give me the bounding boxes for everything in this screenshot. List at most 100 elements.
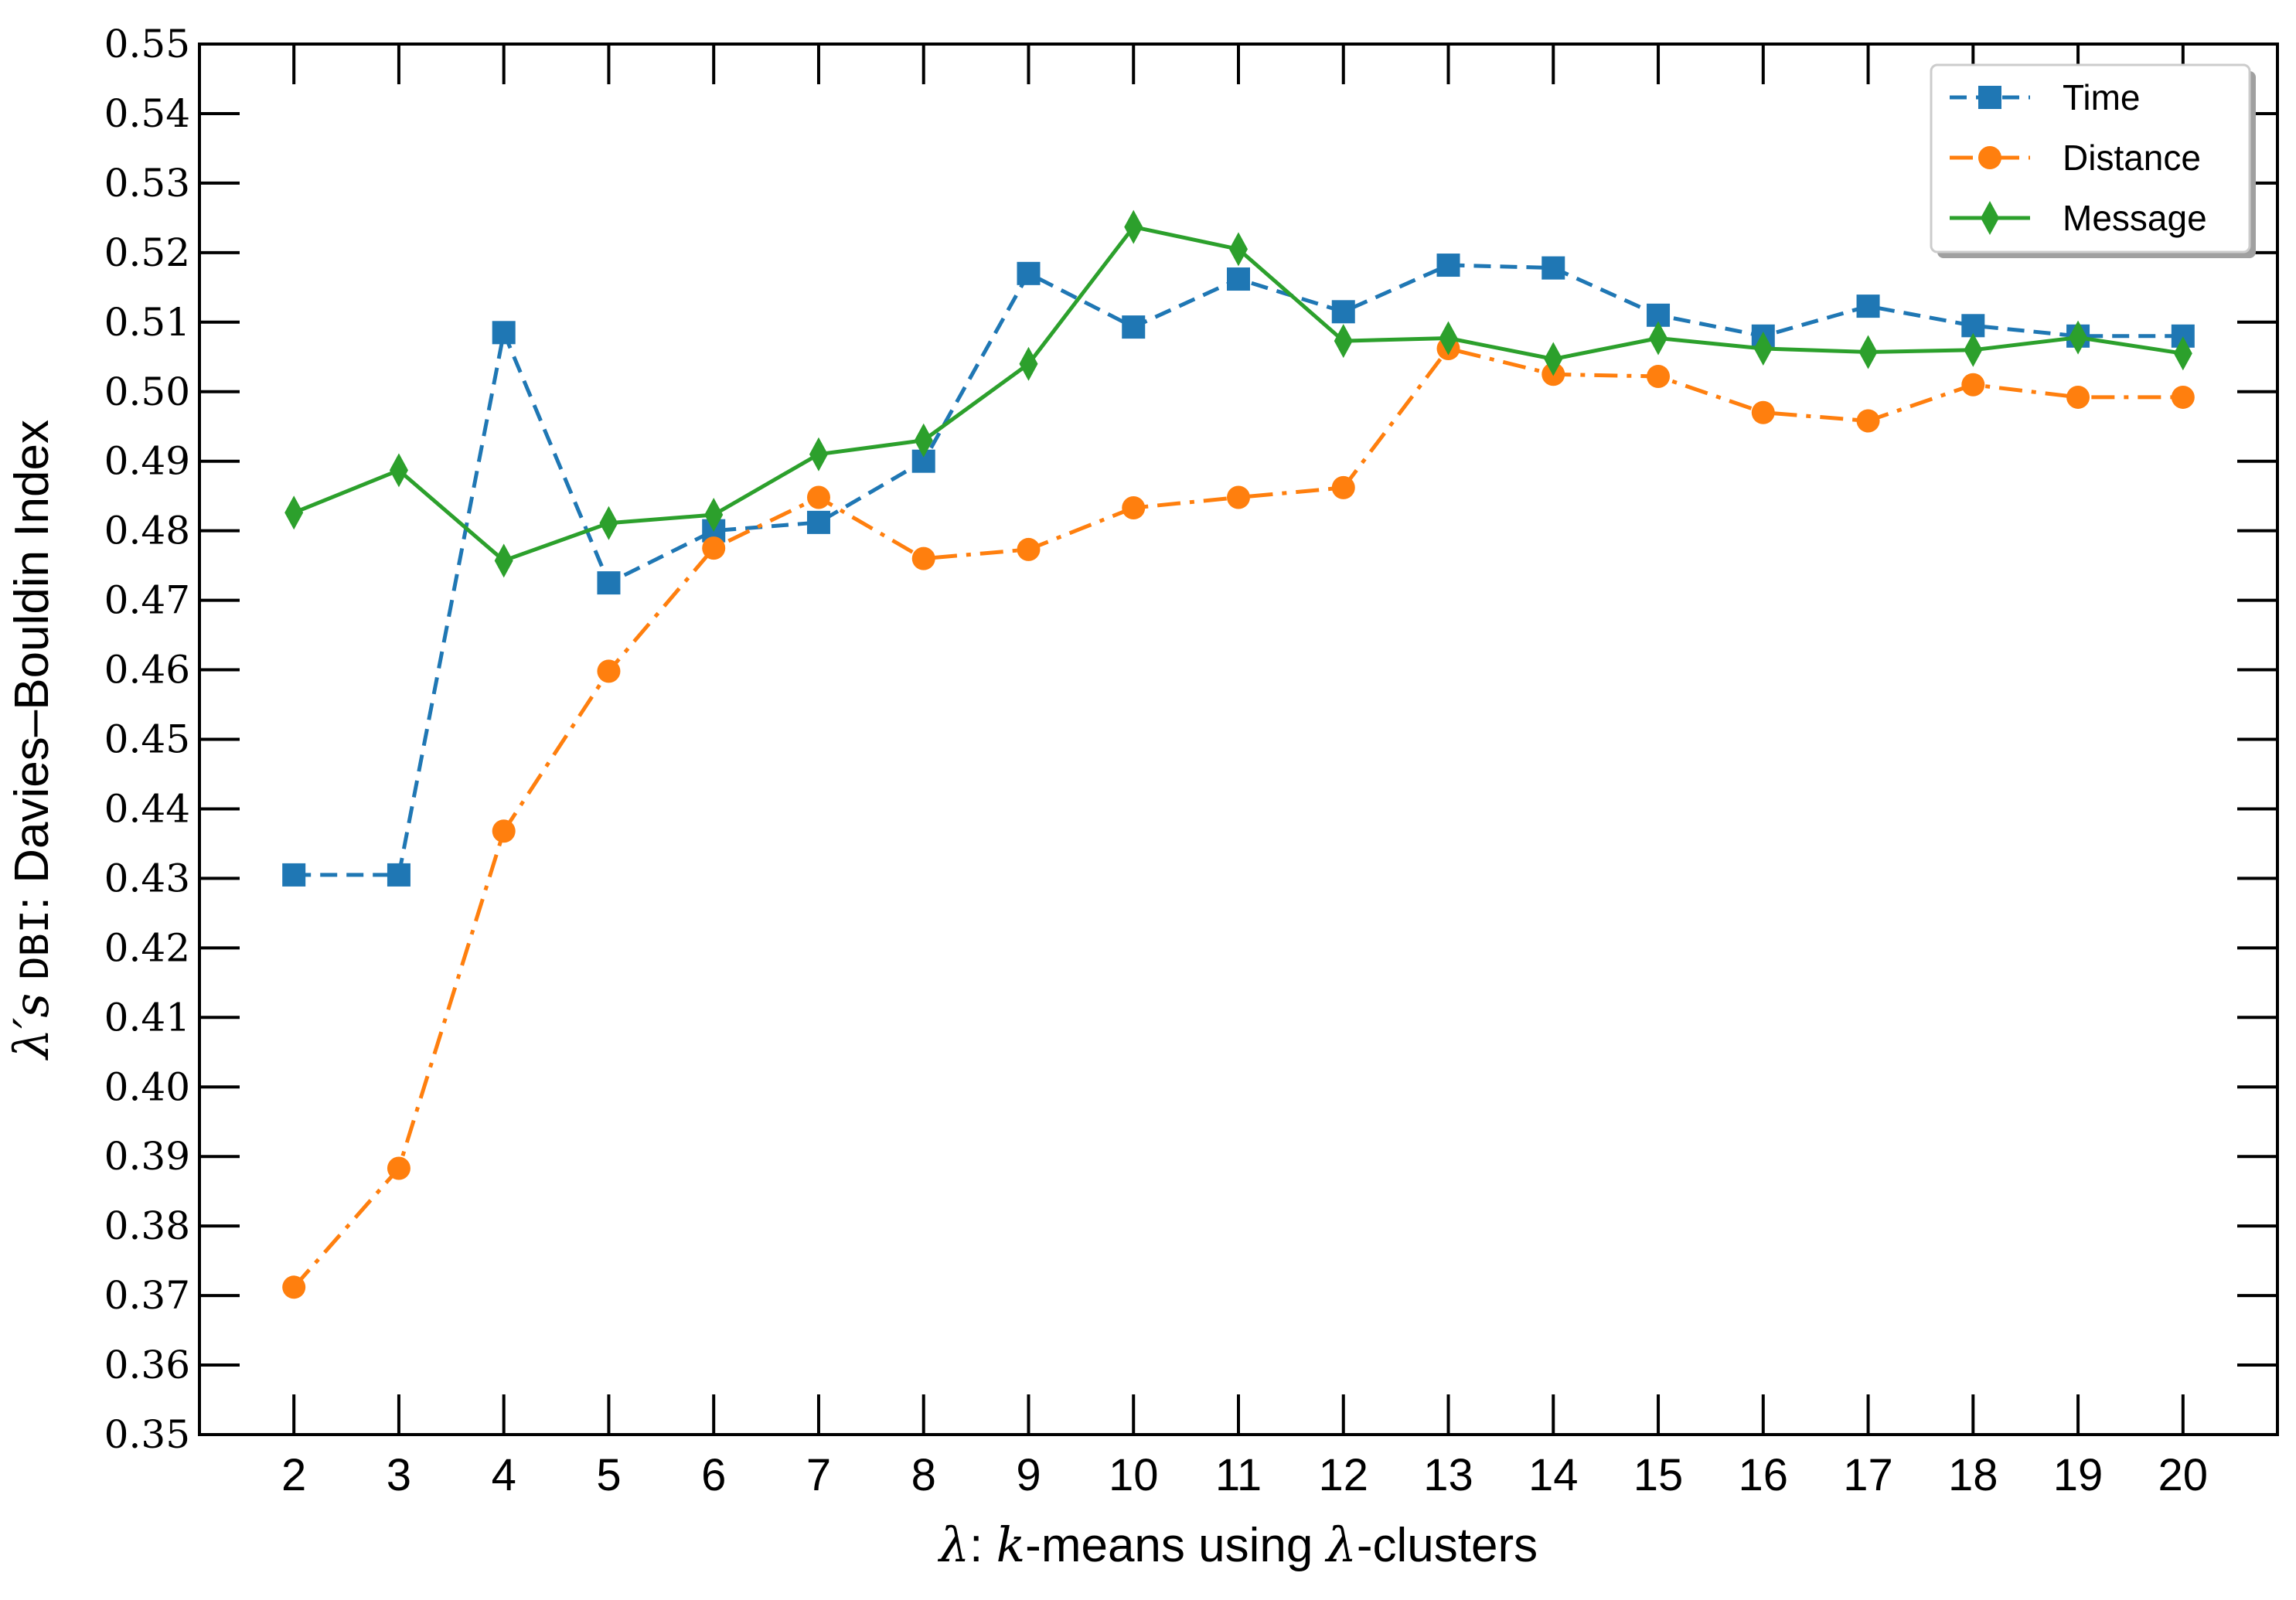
y-tick-label: 0.37 xyxy=(104,1273,190,1318)
y-tick-label: 0.40 xyxy=(104,1064,190,1109)
data-point-message xyxy=(599,506,618,540)
x-tick-label: 16 xyxy=(1739,1450,1789,1500)
legend-label-distance: Distance xyxy=(2063,138,2201,178)
x-tick-label: 14 xyxy=(1528,1450,1579,1500)
data-point-time xyxy=(1436,254,1460,277)
y-tick-label: 0.53 xyxy=(104,161,190,206)
data-point-distance xyxy=(1856,409,1880,433)
data-point-distance xyxy=(2171,385,2195,409)
data-point-distance xyxy=(1647,364,1671,388)
data-point-distance xyxy=(1227,485,1250,509)
x-tick-label: 12 xyxy=(1318,1450,1368,1500)
x-axis-label: λ: k-means using λ-clusters xyxy=(937,1517,1538,1573)
data-point-message xyxy=(494,543,513,578)
data-point-message xyxy=(2173,336,2192,371)
data-point-distance xyxy=(282,1275,306,1299)
x-tick-label: 17 xyxy=(1843,1450,1893,1500)
data-point-distance xyxy=(911,546,935,570)
data-point-message xyxy=(1124,209,1143,244)
y-tick-label: 0.47 xyxy=(104,578,190,623)
y-tick-label: 0.49 xyxy=(104,439,190,484)
data-point-distance xyxy=(702,536,726,560)
x-tick-label: 6 xyxy=(701,1450,726,1500)
y-tick-label: 0.51 xyxy=(104,300,190,345)
x-tick-label: 19 xyxy=(2053,1450,2104,1500)
data-point-time xyxy=(806,510,830,534)
data-point-message xyxy=(2069,320,2088,355)
data-point-distance xyxy=(1331,475,1355,499)
y-tick-label: 0.45 xyxy=(104,717,190,762)
data-point-time xyxy=(492,321,516,345)
y-tick-label: 0.48 xyxy=(104,509,190,553)
data-point-time xyxy=(1856,294,1880,318)
data-point-distance xyxy=(806,485,830,509)
y-axis-label: λ′s DBI: Davies–Bouldin Index xyxy=(3,420,60,1061)
data-point-message xyxy=(809,437,828,471)
data-point-distance xyxy=(2066,385,2090,409)
data-point-time xyxy=(1541,256,1565,280)
data-point-time xyxy=(597,571,621,595)
y-tick-label: 0.35 xyxy=(104,1412,190,1457)
x-tick-label: 15 xyxy=(1633,1450,1684,1500)
data-point-message xyxy=(1753,331,1773,366)
data-point-message xyxy=(1964,332,1983,367)
data-point-message xyxy=(1439,321,1458,356)
y-tick-label: 0.42 xyxy=(104,925,190,970)
series-message xyxy=(284,209,2192,578)
legend: Time Distance Message xyxy=(1930,63,2256,258)
y-tick-label: 0.54 xyxy=(104,91,190,136)
data-point-message xyxy=(1334,324,1353,359)
y-tick-label: 0.52 xyxy=(104,230,190,275)
data-point-message xyxy=(1649,321,1668,356)
x-tick-label: 2 xyxy=(281,1450,306,1500)
ticks-layer: 0.35 0.36 0.37 0.38 0.39 0.40 0.41 0.42 0.43 0.44… xyxy=(104,22,2277,1500)
plot-frame xyxy=(198,43,2279,1436)
y-tick-label: 0.36 xyxy=(104,1343,190,1387)
data-point-distance xyxy=(1017,537,1041,561)
y-tick-label: 0.39 xyxy=(104,1134,190,1179)
y-tick-label: 0.43 xyxy=(104,856,190,900)
x-tick-label: 11 xyxy=(1215,1450,1262,1500)
data-point-time xyxy=(1122,315,1146,339)
data-point-time xyxy=(387,863,410,887)
x-tick-label: 9 xyxy=(1016,1450,1041,1500)
y-tick-label: 0.46 xyxy=(104,648,190,693)
series-line-time xyxy=(294,263,2183,877)
data-point-time xyxy=(1227,267,1250,291)
data-point-message xyxy=(1229,232,1248,267)
data-point-time xyxy=(1017,261,1041,285)
data-point-distance xyxy=(1122,495,1146,519)
legend-marker-time xyxy=(1978,86,2001,109)
y-tick-label: 0.50 xyxy=(104,369,190,414)
series-time xyxy=(282,254,2195,887)
data-point-distance xyxy=(1751,400,1775,424)
data-point-message xyxy=(1019,346,1038,381)
data-point-message xyxy=(704,497,724,532)
series-layer xyxy=(282,209,2195,1299)
x-tick-label: 20 xyxy=(2158,1450,2209,1500)
data-point-distance xyxy=(387,1156,410,1180)
legend-label-message: Message xyxy=(2063,198,2207,238)
x-tick-label: 13 xyxy=(1423,1450,1473,1500)
x-tick-label: 3 xyxy=(387,1450,411,1500)
legend-box xyxy=(1930,63,2251,254)
data-point-time xyxy=(282,863,306,887)
data-point-message xyxy=(389,453,408,488)
y-tick-label: 0.41 xyxy=(104,995,190,1040)
data-point-message xyxy=(1544,342,1563,376)
x-tick-label: 18 xyxy=(1948,1450,1998,1500)
x-tick-label: 10 xyxy=(1109,1450,1159,1500)
series-distance xyxy=(282,336,2195,1299)
x-tick-label: 5 xyxy=(596,1450,621,1500)
x-tick-label: 8 xyxy=(911,1450,936,1500)
data-point-message xyxy=(914,423,933,458)
data-point-distance xyxy=(1961,373,1985,397)
y-tick-label: 0.44 xyxy=(104,786,190,831)
legend-label-time: Time xyxy=(2063,77,2141,117)
y-tick-label: 0.38 xyxy=(104,1203,190,1248)
data-point-time xyxy=(1331,300,1355,324)
data-point-message xyxy=(284,495,304,530)
x-tick-label: 4 xyxy=(492,1450,516,1500)
data-point-distance xyxy=(492,819,516,843)
